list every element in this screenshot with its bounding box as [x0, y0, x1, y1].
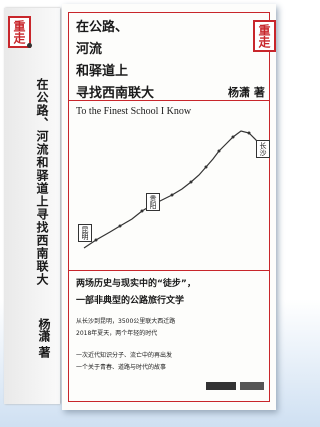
logo: [206, 382, 236, 390]
page: 重走 在公路、河流和驿道上寻找西南联大 杨潇 著 重走 在公路、河流和驿道上寻找…: [0, 0, 279, 427]
logo: [240, 382, 264, 390]
route-label: 昆明: [78, 224, 92, 242]
note-line: 一个关于青春、道路与时代的故事: [76, 362, 166, 371]
route-stops: [95, 132, 251, 242]
blurb-line: 两场历史与现实中的“徒步”，: [76, 276, 196, 289]
note-line: 从长沙到昆明，3500公里联大西迁路: [76, 316, 175, 325]
route-label: 贵阳: [146, 193, 160, 211]
route-label: 长沙: [256, 140, 270, 158]
route-line: [84, 131, 262, 248]
note-line: 2018年夏天，两个年轻的时代: [76, 328, 157, 337]
note-line: 一次近代知识分子、流亡中的再出发: [76, 350, 172, 359]
rule: [68, 270, 270, 271]
blurb-line: 一部非典型的公路旅行文学: [76, 293, 184, 306]
